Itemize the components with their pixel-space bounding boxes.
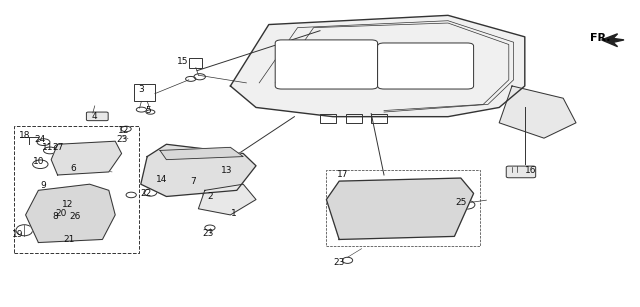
Bar (189, 58, 202, 68)
Text: 7: 7 (191, 177, 196, 186)
Text: 22: 22 (140, 189, 152, 198)
Bar (346, 114, 362, 123)
FancyBboxPatch shape (506, 166, 536, 178)
Bar (371, 114, 387, 123)
Text: 17: 17 (337, 170, 348, 180)
Polygon shape (499, 86, 576, 138)
Text: 26: 26 (69, 212, 81, 221)
Bar (52, 209, 67, 215)
FancyBboxPatch shape (86, 112, 108, 121)
Text: FR.: FR. (590, 33, 611, 43)
Text: 10: 10 (33, 157, 44, 166)
Polygon shape (26, 184, 115, 243)
Polygon shape (141, 144, 256, 196)
Text: 1: 1 (231, 209, 236, 218)
Text: 12: 12 (118, 126, 129, 135)
Bar (326, 170, 480, 246)
Text: 19: 19 (12, 230, 23, 239)
Bar (14, 126, 139, 253)
FancyBboxPatch shape (378, 43, 474, 89)
Text: 6: 6 (71, 164, 76, 173)
Polygon shape (230, 15, 525, 117)
Bar (64, 203, 76, 207)
Text: 27: 27 (52, 143, 63, 152)
Text: 15: 15 (177, 57, 188, 66)
Polygon shape (326, 178, 474, 239)
Bar (134, 84, 155, 101)
Text: 9: 9 (41, 181, 46, 190)
Polygon shape (51, 141, 122, 175)
Text: 21: 21 (63, 235, 75, 244)
Text: 16: 16 (525, 166, 537, 175)
FancyBboxPatch shape (275, 40, 378, 89)
Polygon shape (602, 34, 624, 47)
Text: 13: 13 (221, 166, 233, 175)
Text: 25: 25 (455, 198, 467, 207)
Text: 18: 18 (19, 130, 30, 140)
Text: 5: 5 (146, 106, 151, 115)
Text: 23: 23 (116, 135, 127, 144)
Text: 8: 8 (53, 212, 58, 221)
Bar (320, 114, 336, 123)
Text: 2: 2 (207, 192, 212, 201)
Text: 23: 23 (202, 229, 214, 238)
Text: 11: 11 (42, 143, 54, 152)
Bar (202, 194, 216, 200)
Text: 14: 14 (156, 175, 168, 184)
Text: 24: 24 (34, 135, 45, 144)
Bar (159, 177, 170, 183)
Polygon shape (198, 184, 256, 215)
Text: 23: 23 (333, 258, 345, 267)
Text: 4: 4 (92, 112, 97, 121)
Text: 12: 12 (61, 200, 73, 209)
Polygon shape (160, 147, 243, 160)
Text: 20: 20 (55, 209, 67, 218)
Text: 3: 3 (138, 84, 143, 94)
